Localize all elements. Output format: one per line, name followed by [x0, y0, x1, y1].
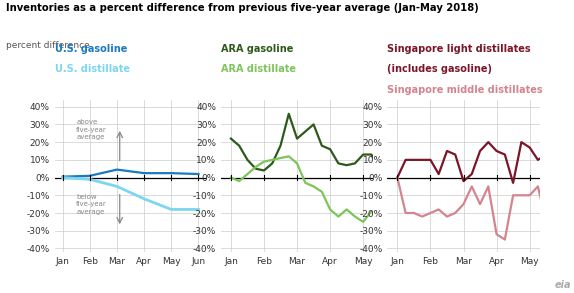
- Text: Inventories as a percent difference from previous five-year average (Jan-May 201: Inventories as a percent difference from…: [6, 3, 479, 13]
- Text: Singapore light distillates: Singapore light distillates: [387, 44, 531, 54]
- Text: eia: eia: [554, 280, 571, 290]
- Text: percent difference: percent difference: [6, 41, 90, 50]
- Text: ARA gasoline: ARA gasoline: [221, 44, 293, 54]
- Text: above
five-year
average: above five-year average: [76, 119, 107, 140]
- Text: (includes gasoline): (includes gasoline): [387, 64, 492, 74]
- Text: below
five-year
average: below five-year average: [76, 193, 107, 214]
- Text: ARA distillate: ARA distillate: [221, 64, 296, 74]
- Text: U.S. gasoline: U.S. gasoline: [55, 44, 127, 54]
- Text: U.S. distillate: U.S. distillate: [55, 64, 130, 74]
- Text: Singapore middle distillates: Singapore middle distillates: [387, 85, 543, 95]
